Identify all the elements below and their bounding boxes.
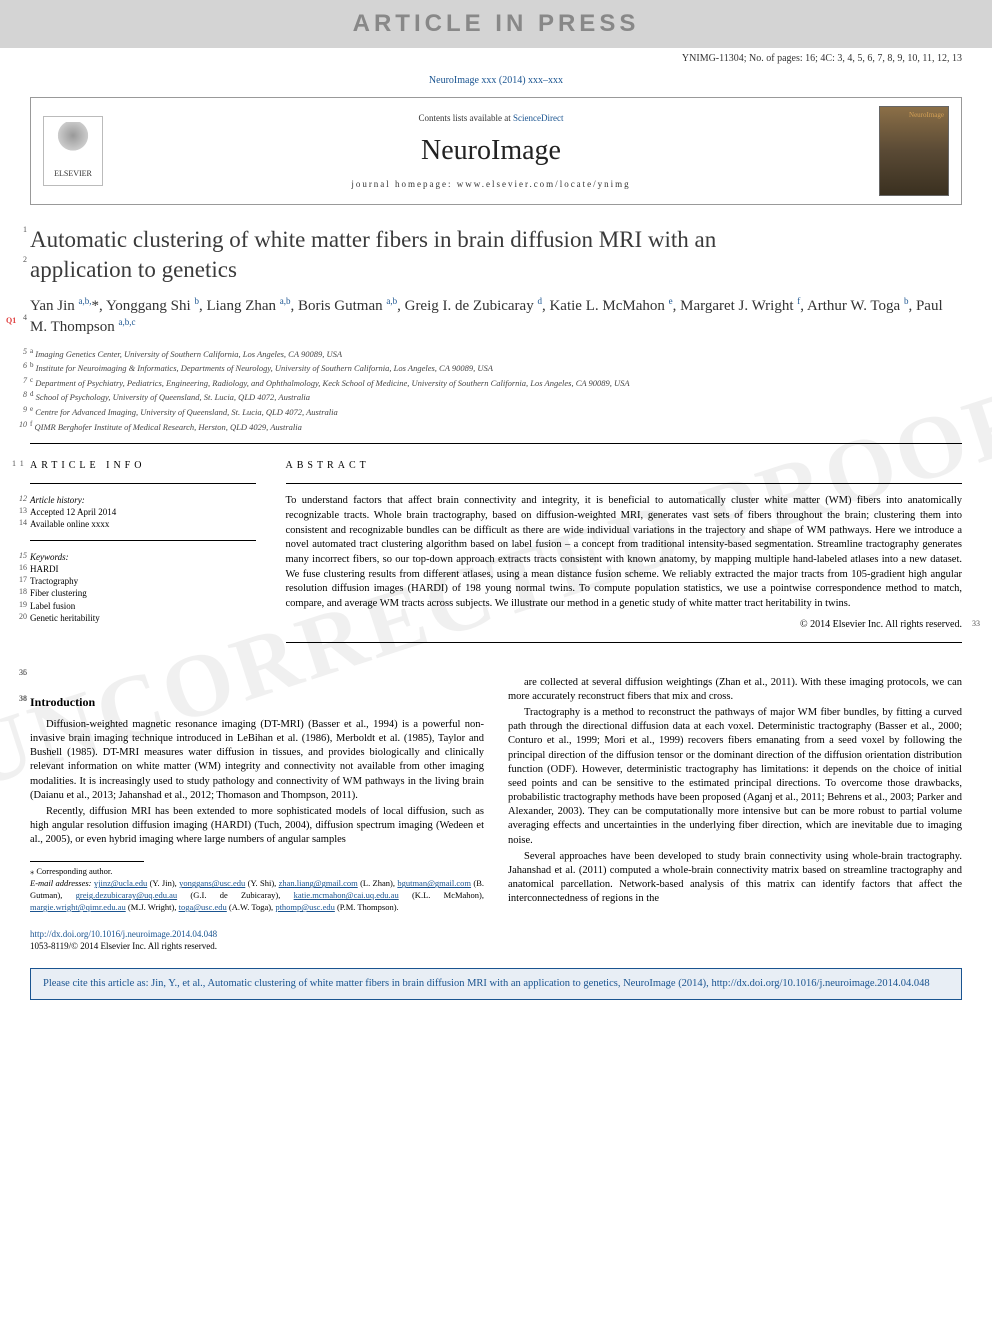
abstract-col: ABSTRACT To understand factors that affe… — [286, 459, 963, 653]
copyright: © 2014 Elsevier Inc. All rights reserved… — [286, 618, 963, 632]
header-meta: YNIMG-11304; No. of pages: 16; 4C: 3, 4,… — [0, 48, 992, 70]
emails-text: yjinz@ucla.edu (Y. Jin), yonggans@usc.ed… — [30, 878, 484, 912]
title-line1: Automatic clustering of white matter fib… — [30, 227, 716, 252]
corresponding-author: ⁎ Corresponding author. — [30, 866, 484, 878]
line-num: 14 — [12, 518, 27, 529]
authors: Yan Jin a,b,*, Yonggang Shi b, Liang Zha… — [30, 295, 962, 338]
citation-box: Please cite this article as: Jin, Y., et… — [30, 968, 962, 1000]
cite-link[interactable]: http://dx.doi.org/10.1016/j.neuroimage.2… — [711, 978, 929, 989]
keywords-label: Keywords: — [30, 552, 69, 562]
body-two-col: 38 Introduction Diffusion-weighted magne… — [30, 676, 962, 953]
article-info-col: 11 ARTICLE INFO 12Article history: 13Acc… — [30, 459, 256, 653]
sciencedirect-link[interactable]: ScienceDirect — [513, 113, 563, 123]
footnote-separator — [30, 861, 144, 862]
journal-reference: NeuroImage xxx (2014) xxx–xxx — [0, 70, 992, 98]
line-num: 11 — [12, 459, 27, 470]
elsevier-logo: ELSEVIER — [43, 116, 103, 186]
intro-heading: 38 Introduction — [30, 694, 484, 710]
divider — [30, 540, 256, 541]
online-date: Available online xxxx — [30, 519, 109, 529]
accepted-date: Accepted 12 April 2014 — [30, 507, 116, 517]
right-column: are collected at several diffusion weigh… — [508, 676, 962, 953]
issn-line: 1053-8119/© 2014 Elsevier Inc. All right… — [30, 941, 217, 951]
cite-text: Please cite this article as: Jin, Y., et… — [43, 978, 711, 989]
history-label: Article history: — [30, 495, 85, 505]
article-info-head: 11 ARTICLE INFO — [30, 459, 256, 473]
journal-homepage: journal homepage: www.elsevier.com/locat… — [103, 178, 879, 190]
intro-heading-text: Introduction — [30, 695, 95, 709]
journal-header-box: ELSEVIER Contents lists available at Sci… — [30, 97, 962, 205]
line-num: 13 — [12, 506, 27, 517]
history-block: 12Article history: 13Accepted 12 April 2… — [30, 494, 256, 530]
line-num: 15 — [12, 551, 27, 562]
divider — [30, 483, 256, 484]
keywords-block: 15Keywords: 16HARDI17Tractography18Fiber… — [30, 551, 256, 624]
line-num: 1 — [12, 225, 27, 235]
line-num: 4 — [12, 313, 27, 324]
contents-line: Contents lists available at ScienceDirec… — [103, 112, 879, 124]
line-num: 36 — [12, 668, 27, 679]
copyright-text: © 2014 Elsevier Inc. All rights reserved… — [800, 619, 962, 630]
line-num: 2 — [12, 255, 27, 265]
doi-block: http://dx.doi.org/10.1016/j.neuroimage.2… — [30, 928, 484, 952]
line-num: 12 — [12, 494, 27, 505]
divider — [286, 483, 963, 484]
affiliations: 5a Imaging Genetics Center, University o… — [30, 346, 962, 433]
abstract-head: ABSTRACT — [286, 459, 963, 473]
article-title: 1 Automatic clustering of white matter f… — [30, 225, 962, 285]
abstract-text: To understand factors that affect brain … — [286, 494, 963, 612]
journal-cover-thumb: NeuroImage — [879, 106, 949, 196]
info-abstract-row: 11 ARTICLE INFO 12Article history: 13Acc… — [30, 459, 962, 653]
journal-ref-link[interactable]: NeuroImage xxx (2014) xxx–xxx — [429, 75, 563, 86]
emails: E-mail addresses: yjinz@ucla.edu (Y. Jin… — [30, 878, 484, 914]
left-column: 38 Introduction Diffusion-weighted magne… — [30, 676, 484, 953]
elsevier-label: ELSEVIER — [54, 169, 92, 180]
article-in-press-banner: ARTICLE IN PRESS — [0, 0, 992, 48]
divider — [286, 642, 963, 643]
journal-title: NeuroImage — [103, 132, 879, 170]
line-num: 38 — [12, 694, 27, 705]
elsevier-tree-icon — [53, 122, 93, 167]
doi-link[interactable]: http://dx.doi.org/10.1016/j.neuroimage.2… — [30, 929, 217, 939]
info-head-text: ARTICLE INFO — [30, 460, 145, 471]
contents-pre: Contents lists available at — [419, 113, 513, 123]
emails-label: E-mail addresses: — [30, 878, 94, 888]
title-line2: application to genetics — [30, 257, 237, 282]
journal-center: Contents lists available at ScienceDirec… — [103, 112, 879, 190]
footnotes: ⁎ Corresponding author. E-mail addresses… — [30, 866, 484, 914]
divider — [30, 443, 962, 444]
line-num: 33 — [972, 618, 980, 629]
cover-label: NeuroImage — [909, 111, 944, 120]
